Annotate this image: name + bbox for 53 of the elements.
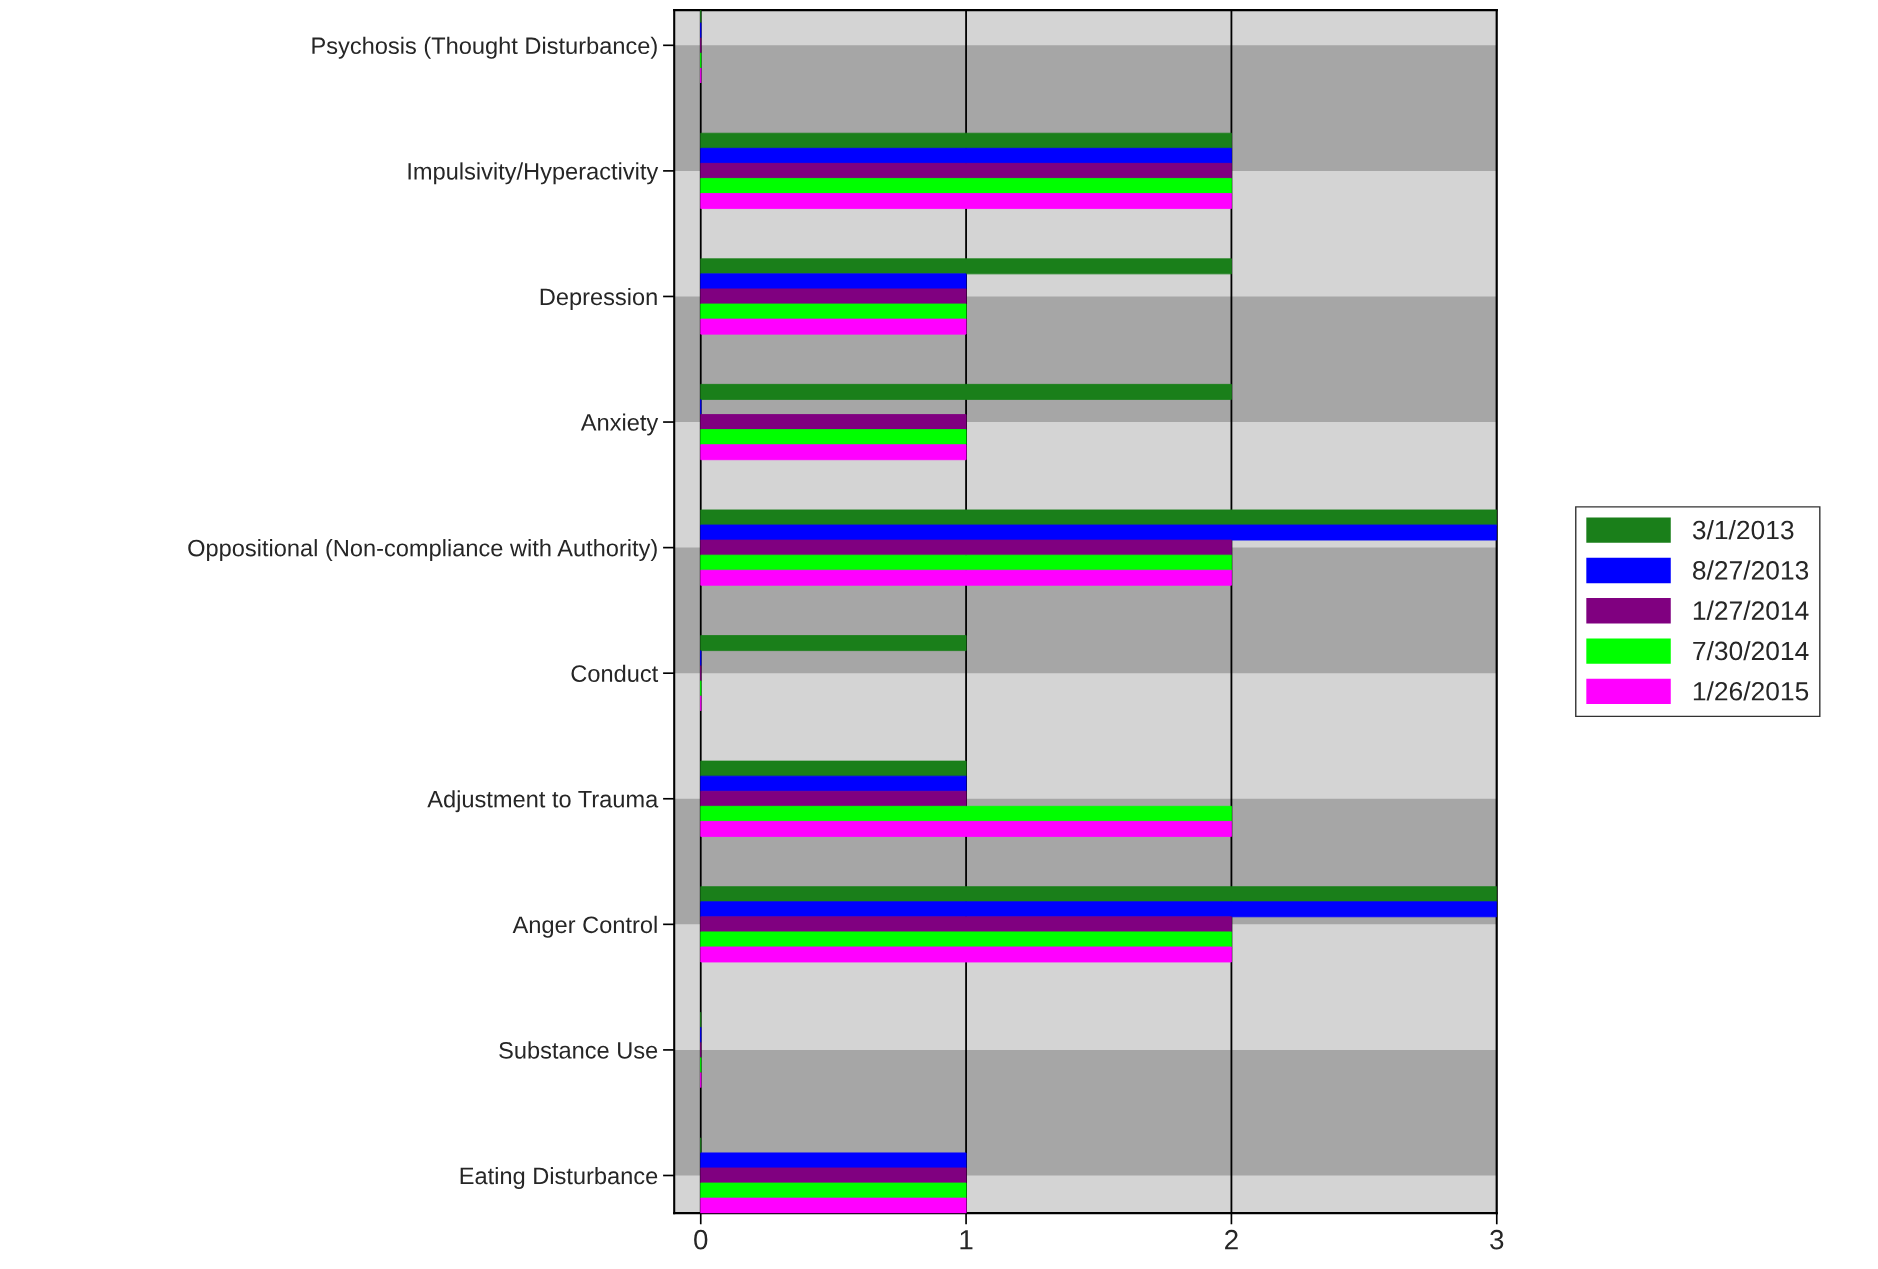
y-tick-label: Substance Use	[499, 1041, 658, 1059]
y-tick-label: Anger Control	[512, 915, 657, 938]
bar	[700, 931, 1232, 948]
y-tick-label: Eating Disturbance	[460, 1166, 658, 1189]
y-tick-label: Conduct	[571, 664, 659, 682]
bar	[700, 429, 967, 446]
bar	[700, 444, 967, 461]
bar	[700, 1182, 967, 1199]
legend-label: 8/27/2013	[1693, 560, 1809, 580]
y-tick-label: Oppositional (Non-compliance with Authority)	[188, 539, 657, 562]
bar	[700, 820, 1232, 837]
bar	[700, 760, 967, 777]
bar	[700, 916, 1232, 933]
bar	[700, 635, 967, 652]
bar	[700, 805, 1232, 822]
bar	[700, 790, 967, 807]
bar	[700, 273, 967, 290]
y-tick-label: Psychosis (Thought Disturbance)	[312, 36, 657, 59]
x-tick-label: 1	[960, 1230, 973, 1250]
bar	[700, 288, 967, 305]
bar	[700, 318, 967, 335]
bar	[700, 193, 1232, 209]
legend-label: 1/27/2014	[1693, 600, 1809, 620]
legend-label: 1/26/2015	[1693, 681, 1809, 701]
bar	[700, 414, 967, 430]
bar	[700, 1152, 967, 1169]
bar	[700, 258, 1232, 275]
bar	[700, 147, 1232, 164]
bar	[700, 886, 1497, 903]
bar	[700, 383, 1232, 400]
x-tick-label: 3	[1490, 1229, 1504, 1250]
y-tick-label: Anxiety	[580, 413, 659, 436]
bar	[700, 775, 967, 792]
bar	[700, 162, 1232, 179]
bar	[700, 1197, 967, 1214]
y-tick-label: Adjustment to Trauma	[427, 790, 659, 813]
bar	[700, 524, 1497, 541]
x-tick-label: 0	[694, 1229, 708, 1250]
legend-label: 7/30/2014	[1693, 640, 1809, 661]
bar	[700, 303, 967, 320]
bar	[700, 901, 1497, 918]
bar	[700, 554, 1232, 571]
x-tick-label: 2	[1225, 1229, 1238, 1250]
bar	[700, 946, 1232, 963]
bar	[700, 569, 1232, 586]
y-tick-label: Depression	[540, 287, 657, 310]
y-tick-label: Impulsivity/Hyperactivity	[408, 162, 659, 185]
bar	[700, 539, 1232, 556]
bar	[700, 509, 1497, 526]
legend-label: 3/1/2013	[1692, 520, 1794, 540]
bar	[700, 1167, 967, 1184]
bar	[700, 132, 1232, 149]
bar	[700, 178, 1232, 194]
